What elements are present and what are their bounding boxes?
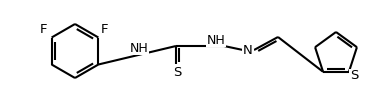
Text: NH: NH: [207, 33, 225, 47]
Text: S: S: [350, 69, 358, 82]
Text: F: F: [40, 23, 47, 36]
Text: F: F: [101, 23, 108, 36]
Text: NH: NH: [130, 42, 149, 55]
Text: N: N: [243, 44, 253, 56]
Text: S: S: [173, 67, 181, 79]
